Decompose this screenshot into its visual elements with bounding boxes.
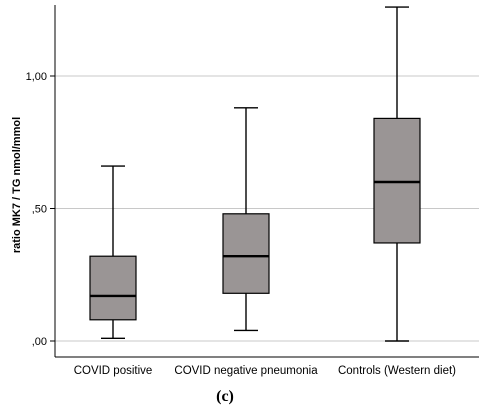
y-tick-label: 1,00	[26, 71, 47, 83]
boxes	[89, 6, 421, 342]
y-tick-label: ,00	[32, 336, 47, 348]
x-tick-label: COVID positive	[74, 365, 153, 377]
x-tick-labels: COVID positive COVID negative pneumonia Co…	[74, 365, 456, 377]
iqr-box	[373, 117, 421, 244]
box-2	[222, 107, 270, 332]
iqr-box	[89, 255, 137, 321]
y-axis-title: ratio MK7 / TG nmol/mmol	[11, 117, 23, 253]
x-tick-label: Controls (Western diet)	[338, 365, 456, 377]
box-1	[89, 165, 137, 340]
box-3	[373, 6, 421, 342]
x-tick-label: COVID negative pneumonia	[174, 365, 318, 377]
axes	[54, 5, 479, 358]
y-tick-label: ,50	[32, 204, 47, 216]
y-ticks: ,00 ,50 1,00	[26, 71, 55, 348]
figure-caption: (c)	[216, 388, 234, 405]
iqr-box	[222, 213, 270, 294]
